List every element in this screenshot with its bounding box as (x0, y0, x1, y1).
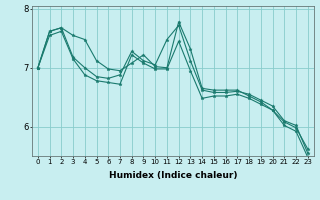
X-axis label: Humidex (Indice chaleur): Humidex (Indice chaleur) (108, 171, 237, 180)
